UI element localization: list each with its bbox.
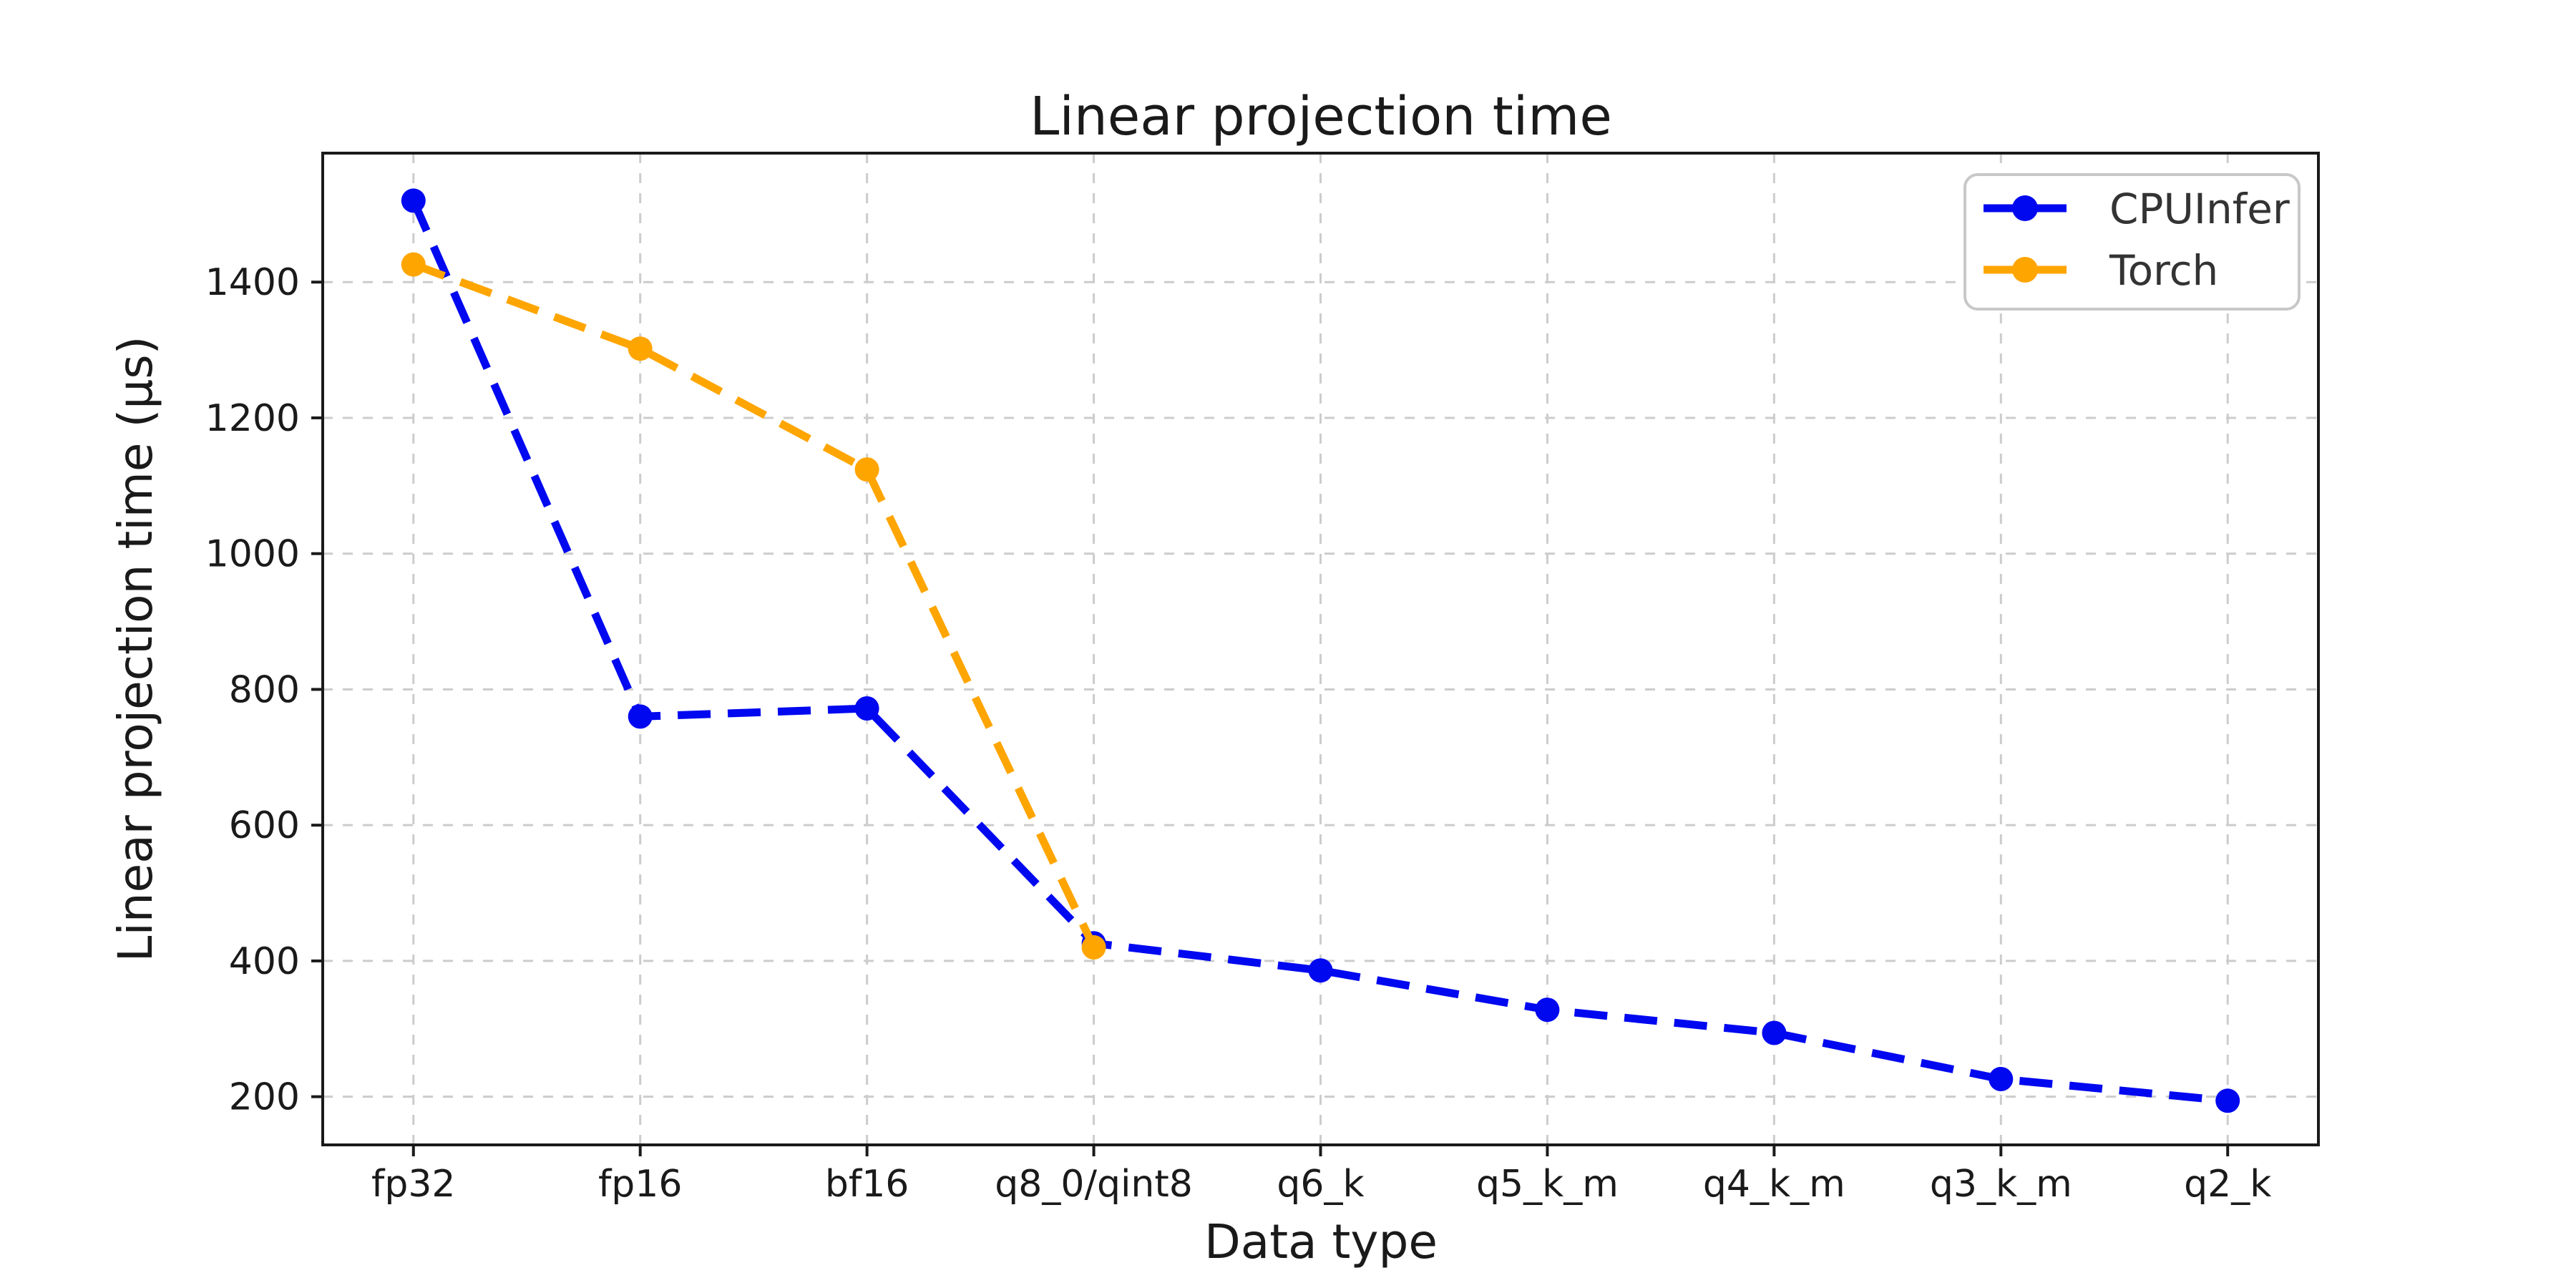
data-point-marker [1989, 1067, 2014, 1091]
data-point-marker [401, 252, 426, 277]
y-tick-label: 200 [229, 1076, 300, 1119]
x-tick-label: bf16 [825, 1163, 909, 1206]
y-axis-label: Linear projection time (μs) [108, 336, 163, 962]
legend-label: CPUInfer [2109, 185, 2290, 233]
x-tick-label: q2_k [2184, 1163, 2271, 1206]
y-tick-label: 1400 [205, 261, 300, 304]
data-point-marker [1308, 958, 1333, 983]
x-tick-label: q4_k_m [1703, 1163, 1845, 1206]
x-tick-label: q8_0/qint8 [995, 1163, 1193, 1206]
axes-layer [311, 152, 2320, 1156]
series-line-cpuinfer [409, 199, 2228, 1105]
data-point-marker [1081, 935, 1106, 960]
legend-marker [2012, 257, 2038, 283]
x-tick-label: q3_k_m [1930, 1163, 2072, 1206]
data-point-marker [628, 336, 653, 361]
data-point-marker [628, 704, 653, 729]
x-tick-label: fp32 [371, 1163, 455, 1206]
x-axis-label: Data type [1204, 1214, 1438, 1269]
y-tick-label: 800 [229, 668, 300, 711]
y-tick-label: 600 [229, 804, 300, 847]
y-tick-label: 400 [229, 940, 300, 983]
x-tick-label: q6_k [1277, 1163, 1364, 1206]
legend-marker [2012, 195, 2038, 221]
legend: CPUInfer Torch [1963, 173, 2301, 311]
y-tick-label: 1000 [205, 533, 300, 576]
data-point-marker [1762, 1020, 1787, 1045]
series-layer [401, 188, 2240, 1113]
data-point-marker [2215, 1088, 2240, 1113]
legend-label: Torch [2109, 246, 2218, 295]
series-line-torch [411, 260, 1098, 950]
x-tick-label: q5_k_m [1476, 1163, 1619, 1206]
data-point-marker [854, 457, 879, 482]
ticklabel-layer: fp32 fp16 bf16 q8_0/qint8 q6_k q5_k_m q4_k_m q3… [205, 261, 2272, 1206]
data-point-marker [854, 696, 879, 721]
legend-entry-cpuinfer: CPUInfer [1984, 185, 2290, 233]
x-tick-label: fp16 [598, 1163, 682, 1206]
chart-title: Linear projection time [1030, 86, 1612, 147]
grid-layer [323, 153, 2318, 1145]
legend-entry-torch: Torch [1984, 246, 2218, 295]
data-point-marker [1535, 997, 1560, 1023]
data-point-marker [401, 188, 426, 213]
y-tick-label: 1200 [205, 397, 300, 440]
